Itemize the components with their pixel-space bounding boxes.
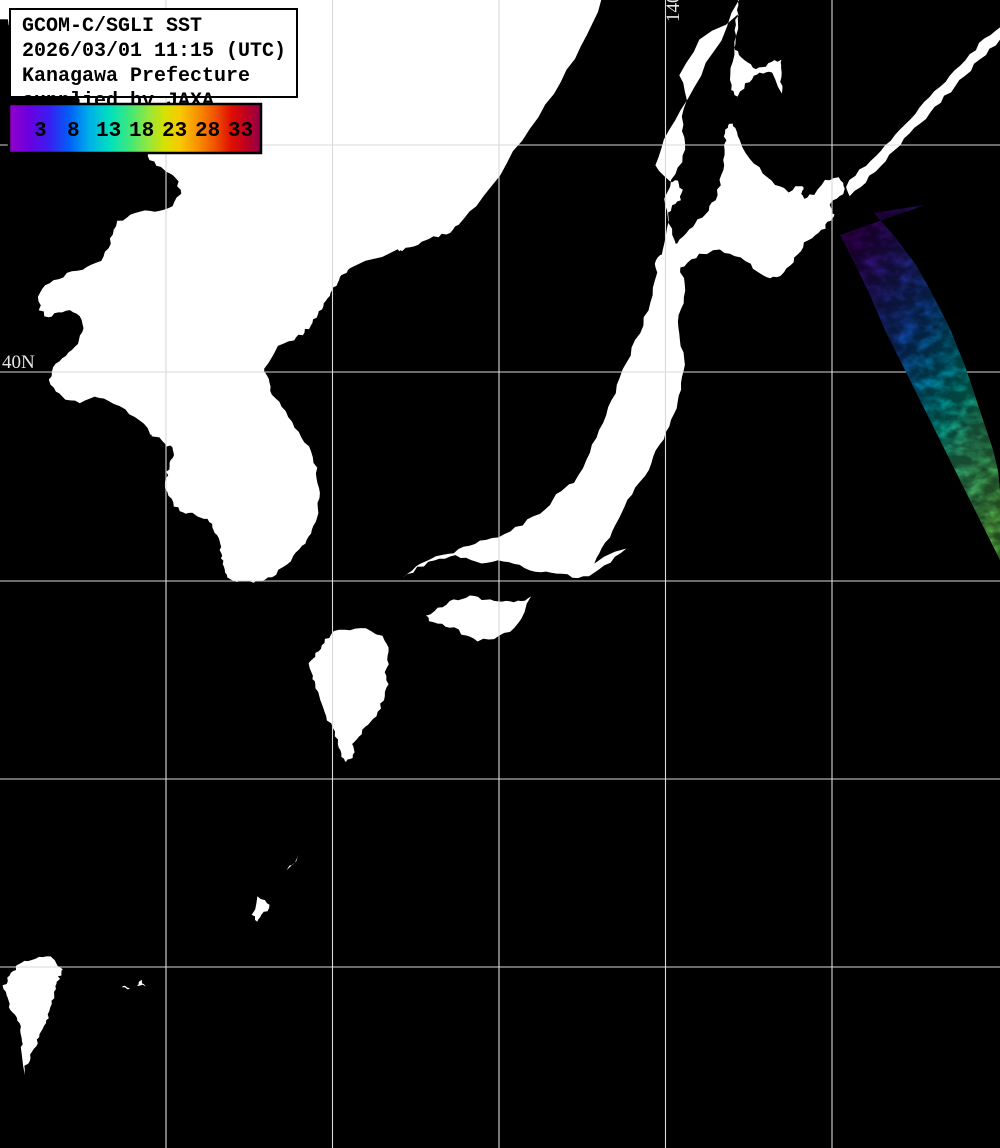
svg-text:18: 18 <box>129 120 154 143</box>
svg-text:28: 28 <box>195 120 220 143</box>
svg-text:8: 8 <box>67 120 80 143</box>
svg-text:GCOM-C/SGLI SST: GCOM-C/SGLI SST <box>22 15 202 38</box>
svg-text:40N: 40N <box>2 352 35 373</box>
svg-text:140E: 140E <box>663 0 684 22</box>
svg-text:Kanagawa Prefecture: Kanagawa Prefecture <box>22 65 250 88</box>
svg-text:23: 23 <box>162 120 187 143</box>
svg-text:3: 3 <box>34 120 47 143</box>
svg-text:33: 33 <box>228 120 253 143</box>
svg-text:13: 13 <box>96 120 121 143</box>
svg-text:2026/03/01 11:15 (UTC): 2026/03/01 11:15 (UTC) <box>22 40 286 63</box>
